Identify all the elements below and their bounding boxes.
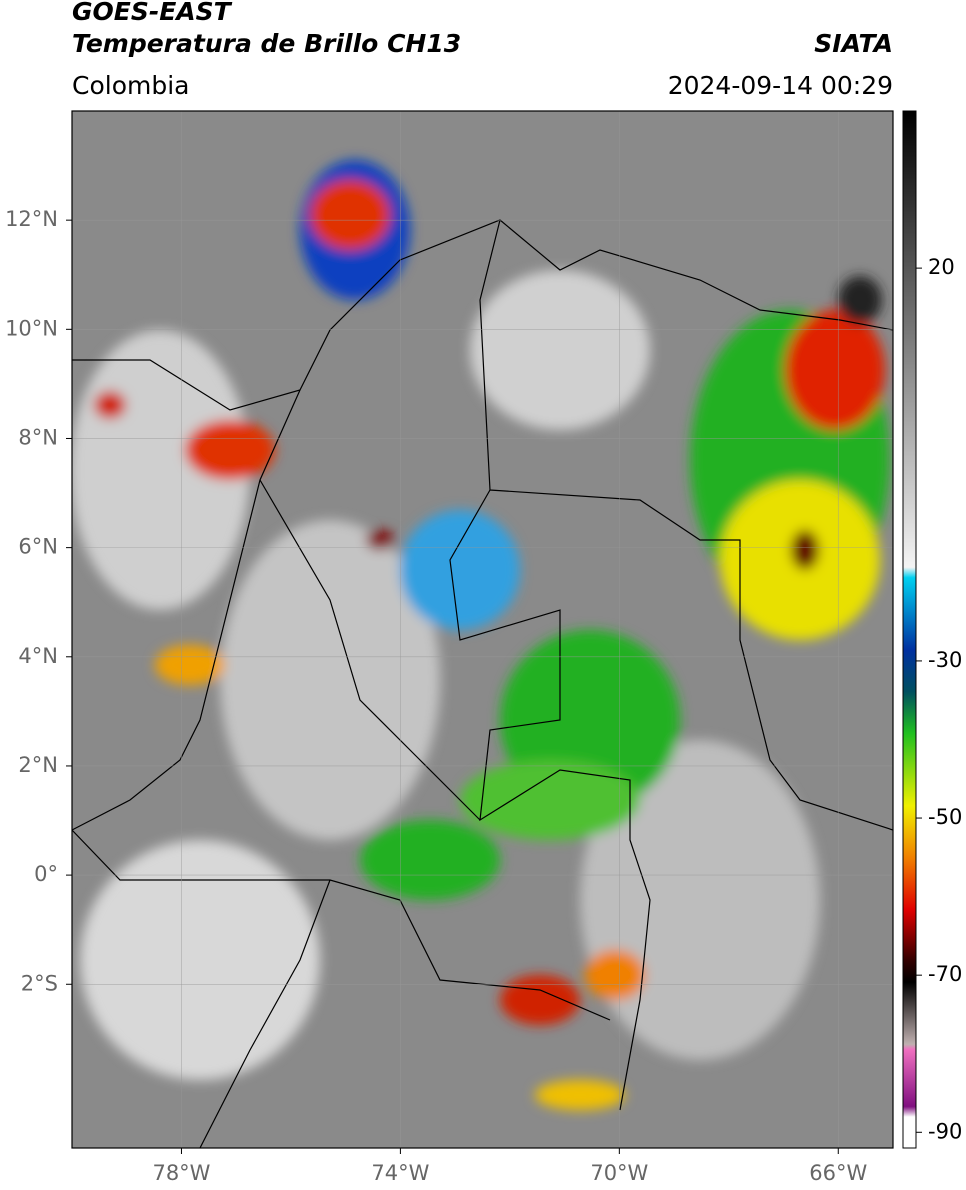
region: Colombia (72, 71, 189, 100)
imagery (72, 111, 893, 1148)
y-tick-label: 12°N (5, 207, 58, 231)
map-frame (71, 110, 894, 1149)
colorbar-tick-label: 20 (928, 255, 955, 279)
colorbar-tick-label: -50 (928, 805, 962, 829)
borders (72, 219, 893, 1148)
x-tick-label: 74°W (371, 1161, 429, 1185)
colorbar-tick-label: -70 (928, 962, 962, 986)
colorbar (902, 110, 917, 1149)
x-tick-label: 70°W (590, 1161, 648, 1185)
y-tick-label: 0° (34, 862, 58, 886)
colorbar-tick-label: -90 (928, 1119, 962, 1143)
subtitle: Temperatura de Brillo CH13 (72, 29, 461, 58)
x-tick-label: 78°W (152, 1161, 210, 1185)
clouds (72, 160, 890, 1110)
y-tick-label: 8°N (18, 425, 58, 449)
x-tick-label: 66°W (809, 1161, 867, 1185)
y-tick-label: 2°N (18, 753, 58, 777)
colorbar-tick-label: -30 (928, 648, 962, 672)
y-tick-label: 2°S (21, 971, 58, 995)
timestamp: 2024-09-14 00:29 (668, 71, 893, 100)
y-tick-label: 6°N (18, 535, 58, 559)
y-tick-label: 10°N (5, 316, 58, 340)
title: GOES-EAST (72, 0, 233, 26)
y-tick-label: 4°N (18, 644, 58, 668)
source: SIATA (814, 29, 893, 58)
grid (72, 111, 893, 1148)
